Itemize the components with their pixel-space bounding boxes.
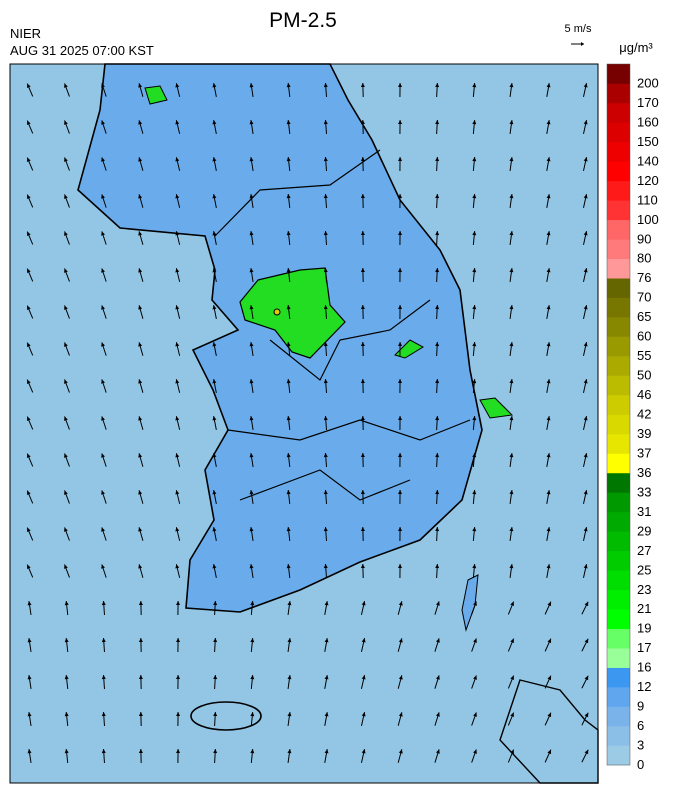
colorbar-label: 140 <box>637 153 659 168</box>
colorbar-label: 16 <box>637 660 651 675</box>
colorbar-label: 39 <box>637 426 651 441</box>
colorbar-swatch <box>607 473 630 493</box>
colorbar-label: 50 <box>637 368 651 383</box>
colorbar-swatch <box>607 687 630 707</box>
colorbar-swatch <box>607 746 630 766</box>
colorbar-swatch <box>607 220 630 240</box>
colorbar-label: 150 <box>637 134 659 149</box>
map <box>10 64 598 783</box>
colorbar-swatch <box>607 629 630 649</box>
colorbar-label: 25 <box>637 562 651 577</box>
colorbar: 0369121617192123252729313336373942465055… <box>607 64 659 772</box>
colorbar-swatch <box>607 531 630 551</box>
colorbar-swatch <box>607 259 630 279</box>
colorbar-swatch <box>607 161 630 181</box>
colorbar-label: 170 <box>637 95 659 110</box>
colorbar-label: 42 <box>637 407 651 422</box>
hotspot <box>274 309 280 315</box>
colorbar-swatch <box>607 395 630 415</box>
agency: NIER <box>10 26 41 41</box>
colorbar-swatch <box>607 434 630 454</box>
colorbar-swatch <box>607 726 630 746</box>
colorbar-swatch <box>607 453 630 473</box>
colorbar-swatch <box>607 317 630 337</box>
colorbar-label: 23 <box>637 582 651 597</box>
colorbar-label: 200 <box>637 75 659 90</box>
timestamp: AUG 31 2025 07:00 KST <box>10 43 154 58</box>
colorbar-label: 12 <box>637 679 651 694</box>
colorbar-swatch <box>607 278 630 298</box>
colorbar-label: 90 <box>637 231 651 246</box>
colorbar-swatch <box>607 492 630 512</box>
colorbar-swatch <box>607 356 630 376</box>
colorbar-label: 36 <box>637 465 651 480</box>
colorbar-label: 76 <box>637 270 651 285</box>
colorbar-swatch <box>607 200 630 220</box>
colorbar-label: 160 <box>637 114 659 129</box>
colorbar-swatch <box>607 609 630 629</box>
colorbar-swatch <box>607 590 630 610</box>
colorbar-swatch <box>607 415 630 435</box>
colorbar-swatch <box>607 103 630 123</box>
unit: μg/m³ <box>619 40 653 55</box>
colorbar-label: 21 <box>637 601 651 616</box>
colorbar-swatch <box>607 298 630 318</box>
colorbar-label: 100 <box>637 212 659 227</box>
colorbar-label: 19 <box>637 621 651 636</box>
colorbar-swatch <box>607 181 630 201</box>
colorbar-label: 9 <box>637 699 644 714</box>
colorbar-swatch <box>607 239 630 259</box>
colorbar-swatch <box>607 512 630 532</box>
colorbar-swatch <box>607 64 630 84</box>
colorbar-swatch <box>607 122 630 142</box>
colorbar-swatch <box>607 142 630 162</box>
colorbar-label: 55 <box>637 348 651 363</box>
colorbar-swatch <box>607 648 630 668</box>
colorbar-label: 29 <box>637 523 651 538</box>
colorbar-label: 60 <box>637 329 651 344</box>
colorbar-swatch <box>607 707 630 727</box>
colorbar-label: 17 <box>637 640 651 655</box>
colorbar-swatch <box>607 570 630 590</box>
colorbar-swatch <box>607 551 630 571</box>
colorbar-label: 0 <box>637 757 644 772</box>
colorbar-label: 120 <box>637 173 659 188</box>
colorbar-label: 37 <box>637 445 651 460</box>
colorbar-label: 65 <box>637 309 651 324</box>
title: PM-2.5 <box>269 9 337 32</box>
wind-scale-label: 5 m/s <box>565 23 592 35</box>
colorbar-label: 31 <box>637 504 651 519</box>
colorbar-label: 80 <box>637 251 651 266</box>
colorbar-label: 70 <box>637 290 651 305</box>
colorbar-label: 33 <box>637 484 651 499</box>
colorbar-swatch <box>607 376 630 396</box>
colorbar-label: 46 <box>637 387 651 402</box>
island <box>191 702 261 730</box>
wind-scale-arrow <box>571 42 584 46</box>
colorbar-swatch <box>607 83 630 103</box>
colorbar-label: 6 <box>637 718 644 733</box>
colorbar-label: 3 <box>637 738 644 753</box>
colorbar-swatch <box>607 337 630 357</box>
colorbar-label: 27 <box>637 543 651 558</box>
colorbar-label: 110 <box>637 192 658 207</box>
colorbar-swatch <box>607 668 630 688</box>
